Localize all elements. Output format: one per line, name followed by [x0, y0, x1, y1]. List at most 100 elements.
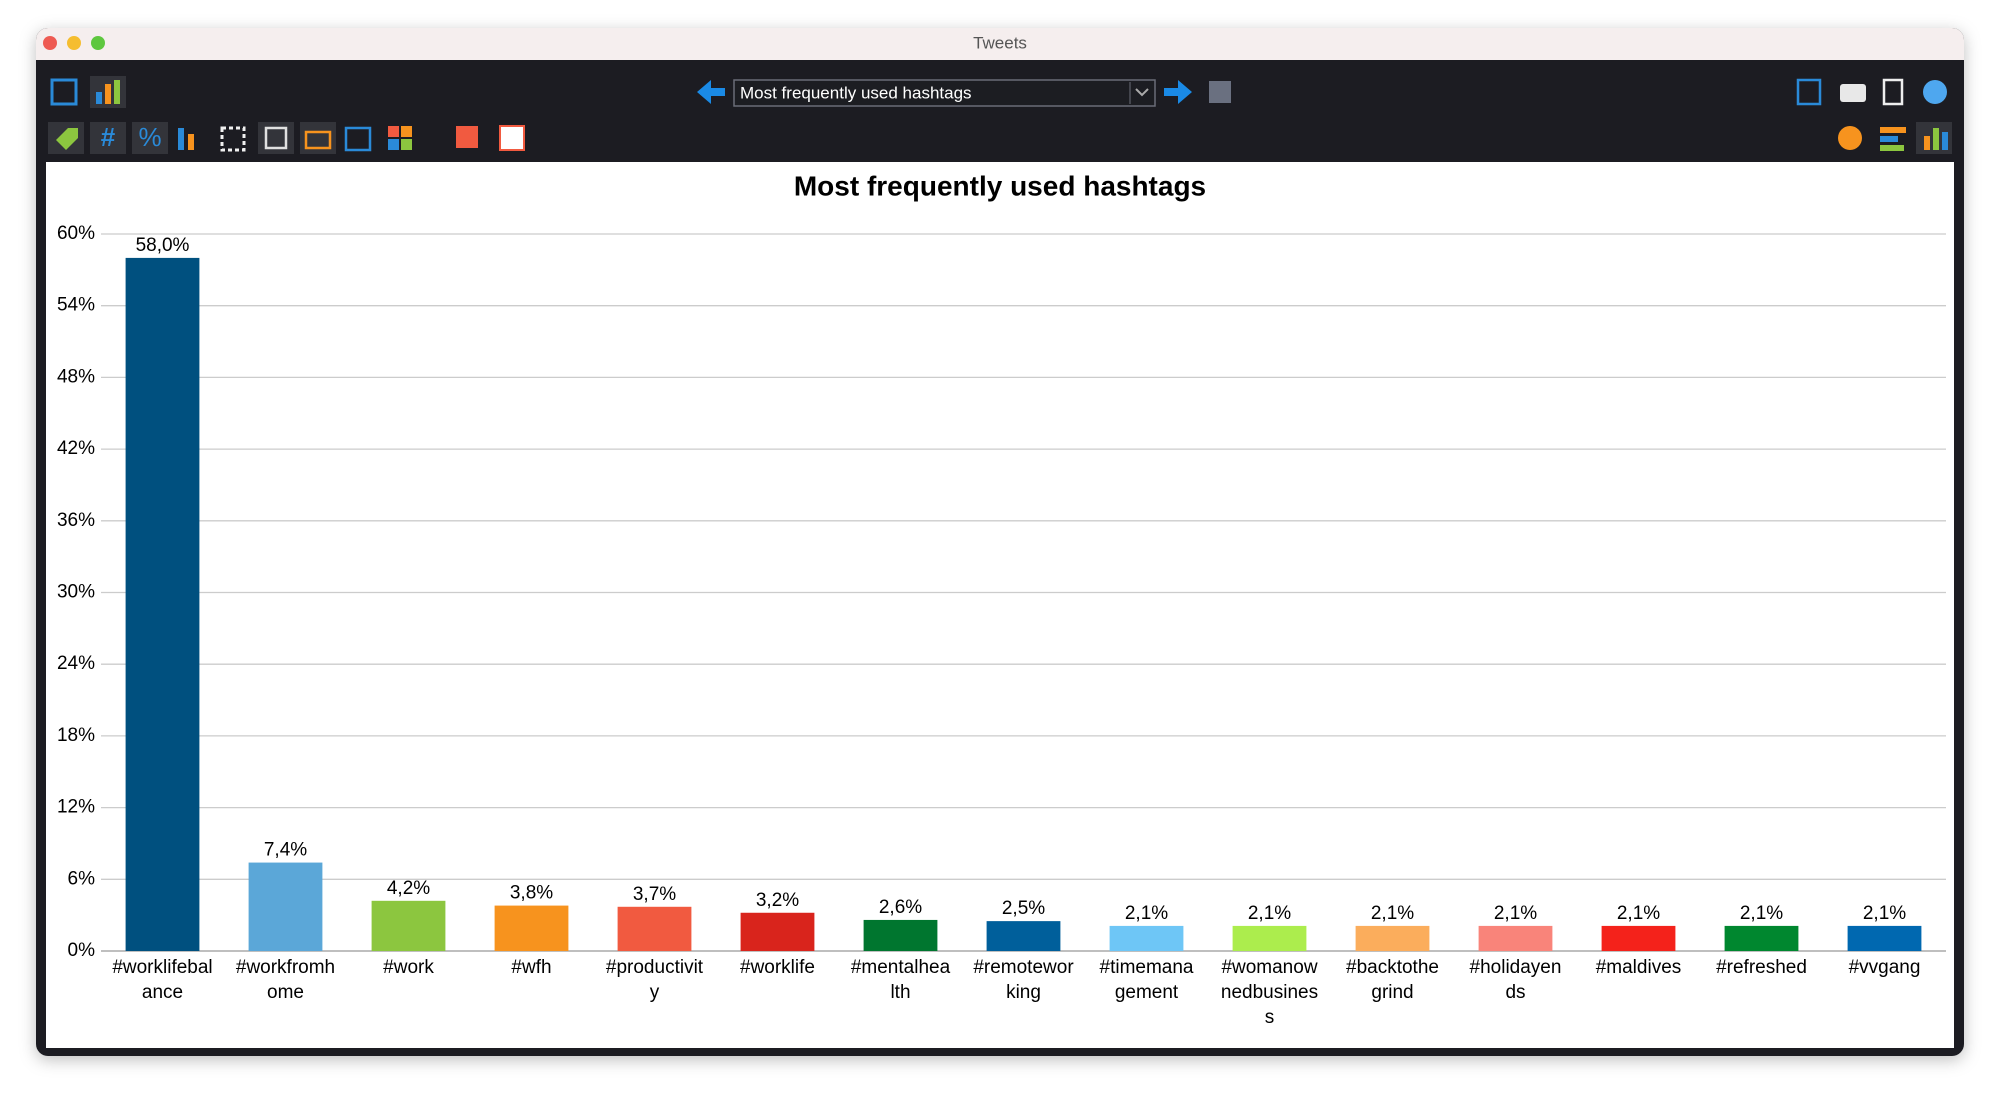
icon	[1880, 136, 1898, 142]
y-tick-label: 36%	[57, 510, 95, 531]
value-label: 3,2%	[756, 890, 799, 911]
x-tick-label-line: #refreshed	[1716, 957, 1807, 978]
bar	[1355, 925, 1430, 951]
chart-title: Most frequently used hashtags	[794, 170, 1206, 201]
x-tick-label-line: #workfromh	[236, 957, 335, 978]
y-tick-label: 24%	[57, 653, 95, 674]
x-tick-label-line: #womanow	[1221, 957, 1317, 978]
value-label: 2,1%	[1617, 903, 1660, 924]
print-icon[interactable]	[1840, 84, 1866, 102]
icon	[114, 80, 120, 104]
x-tick-label: #timemana gement	[1100, 957, 1194, 1003]
pie-chart-icon[interactable]	[1838, 126, 1862, 150]
y-tick-label: 18%	[57, 725, 95, 746]
value-label: 2,1%	[1371, 903, 1414, 924]
copy-icon[interactable]	[1796, 78, 1822, 106]
filter-icon[interactable]	[1209, 81, 1231, 103]
bar	[1478, 925, 1553, 951]
x-tick-label: #remotewor king	[973, 957, 1074, 1003]
icon	[401, 126, 412, 137]
report-dropdown[interactable]	[733, 79, 1156, 107]
x-tick-label-line: ds	[1505, 982, 1525, 1003]
value-label: 2,1%	[1494, 903, 1537, 924]
table-view-icon[interactable]	[50, 78, 78, 106]
legend-icon[interactable]	[456, 126, 478, 148]
x-tick-label: #backtothe grind	[1346, 957, 1439, 1003]
x-tick-label-line: #backtothe	[1346, 957, 1439, 978]
x-tick-label-line: #maldives	[1596, 957, 1682, 978]
x-tick-label: #mentalhea lth	[851, 957, 951, 1003]
x-tick-label-line: y	[650, 982, 660, 1003]
export-icon[interactable]	[1882, 78, 1904, 106]
x-tick-label-line: lth	[890, 982, 910, 1003]
bar	[617, 906, 692, 951]
value-label: 2,5%	[1002, 898, 1045, 919]
minimize-button[interactable]	[67, 36, 81, 50]
value-label: 3,7%	[633, 884, 676, 905]
x-tick-label: #worklife	[740, 957, 815, 978]
bar	[248, 862, 323, 951]
x-tick-label-line: #wfh	[511, 957, 551, 978]
back-arrow[interactable]	[697, 80, 725, 104]
x-tick-label-line: ome	[267, 982, 304, 1003]
icon[interactable]	[178, 128, 184, 150]
bar	[1109, 925, 1184, 951]
x-tick-label-line: nedbusines	[1221, 982, 1318, 1003]
icon	[1880, 145, 1904, 151]
x-tick-label-line: #mentalhea	[851, 957, 951, 978]
x-tick-label: #productivit y	[606, 957, 704, 1003]
value-label: 3,8%	[510, 883, 553, 904]
labels-icon[interactable]	[344, 126, 372, 152]
value-label: 2,6%	[879, 897, 922, 918]
x-tick-label: #vvgang	[1849, 957, 1921, 978]
icon	[96, 92, 102, 104]
close-button[interactable]	[43, 36, 57, 50]
bar	[1601, 925, 1676, 951]
x-tick-label-line: #vvgang	[1849, 957, 1921, 978]
icon	[56, 128, 78, 150]
x-tick-label: #work	[383, 957, 434, 978]
percent-icon[interactable]	[132, 122, 168, 154]
icon: #	[101, 122, 116, 152]
icon	[1933, 128, 1939, 150]
value-label: 2,1%	[1248, 903, 1291, 924]
x-tick-label-line: ance	[142, 982, 183, 1003]
x-tick-label-line: #worklifebal	[112, 957, 212, 978]
forward-arrow[interactable]	[1164, 80, 1192, 104]
x-tick-label-line: gement	[1115, 982, 1179, 1003]
icon	[188, 134, 194, 150]
icon	[388, 139, 399, 150]
x-tick-label: #wfh	[511, 957, 551, 978]
bar	[986, 921, 1061, 951]
y-tick-label: 54%	[57, 295, 95, 316]
x-tick-label-line: s	[1265, 1007, 1275, 1028]
value-label: 4,2%	[387, 878, 430, 899]
y-tick-label: 48%	[57, 366, 95, 387]
y-tick-label: 12%	[57, 797, 95, 818]
info-icon[interactable]	[1923, 80, 1947, 104]
x-tick-label: #maldives	[1596, 957, 1682, 978]
icon	[1924, 136, 1930, 150]
chart-area	[46, 162, 1954, 1048]
window-title: Tweets	[973, 33, 1027, 52]
icon	[401, 139, 412, 150]
x-tick-label-line: #work	[383, 957, 434, 978]
y-tick-label: 30%	[57, 582, 95, 603]
x-tick-label-line: king	[1006, 982, 1041, 1003]
x-tick-label: #holidayen ds	[1470, 957, 1562, 1003]
x-tick-label: #workfromh ome	[236, 957, 335, 1003]
x-tick-label-line: #holidayen	[1470, 957, 1562, 978]
bar	[740, 912, 815, 951]
count-icon[interactable]	[90, 122, 126, 154]
y-tick-label: 42%	[57, 438, 95, 459]
color-icon[interactable]	[388, 126, 399, 137]
bar	[125, 257, 200, 951]
bar	[1232, 925, 1307, 951]
frame-icon[interactable]	[499, 125, 525, 151]
value-label: 7,4%	[264, 840, 307, 861]
zoom-button[interactable]	[91, 36, 105, 50]
x-tick-label: #refreshed	[1716, 957, 1807, 978]
list-icon[interactable]	[220, 126, 246, 152]
horizontal-bar-icon[interactable]	[1880, 127, 1906, 133]
